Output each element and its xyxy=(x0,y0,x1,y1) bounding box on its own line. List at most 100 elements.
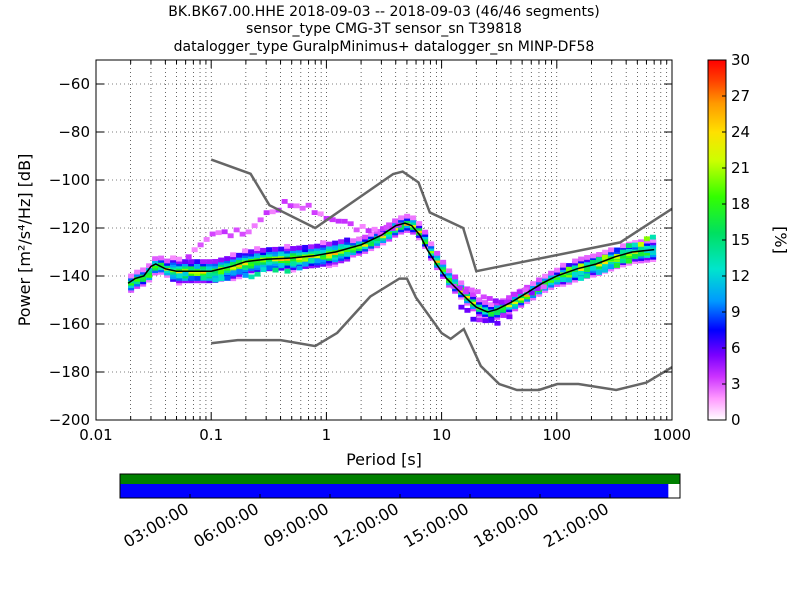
density-cell xyxy=(350,238,357,244)
density-cell xyxy=(176,278,183,284)
density-cell xyxy=(320,242,327,248)
density-cell xyxy=(614,259,621,265)
density-cell xyxy=(272,267,279,273)
density-cell xyxy=(422,229,429,235)
density-cell xyxy=(257,217,264,223)
density-cell xyxy=(548,270,555,276)
density-cell xyxy=(583,266,590,272)
colorbar-tick-label: 6 xyxy=(731,339,741,357)
x-axis-label: Period [s] xyxy=(346,450,422,469)
density-cell xyxy=(619,258,626,264)
time-tick-label: 06:00:00 xyxy=(190,499,262,551)
density-cell xyxy=(410,227,417,233)
time-tick-label: 12:00:00 xyxy=(330,499,402,551)
density-cell xyxy=(536,277,543,283)
density-cell xyxy=(299,205,306,211)
density-cell xyxy=(185,254,192,260)
density-cell xyxy=(338,239,345,245)
density-cell xyxy=(589,265,596,271)
density-cell xyxy=(470,306,477,312)
density-cell xyxy=(176,266,183,272)
density-cell xyxy=(248,274,255,280)
coverage-data-available xyxy=(120,474,680,484)
density-cell xyxy=(224,276,231,281)
density-cell xyxy=(278,258,285,264)
density-cell xyxy=(506,314,513,320)
density-cell xyxy=(584,255,591,260)
mode-curve xyxy=(127,222,655,313)
noise-model-nlnm xyxy=(211,277,672,392)
density-cell xyxy=(464,286,471,292)
density-cell xyxy=(482,318,489,324)
density-cell xyxy=(571,271,578,277)
density-cell xyxy=(590,253,597,259)
density-cell xyxy=(158,255,165,261)
density-cell xyxy=(302,244,309,250)
density-cell xyxy=(506,295,513,301)
colorbar-tick-label: 15 xyxy=(731,231,750,249)
density-cell xyxy=(516,289,523,295)
density-cell xyxy=(416,233,423,238)
density-cell xyxy=(203,237,210,242)
density-cell xyxy=(236,268,243,274)
density-cell xyxy=(608,261,615,267)
density-cell xyxy=(194,259,201,264)
density-cell xyxy=(476,297,483,303)
density-cell xyxy=(422,234,429,240)
density-cell xyxy=(374,238,381,244)
density-cell xyxy=(323,215,330,221)
density-cell xyxy=(296,245,303,251)
density-cell xyxy=(248,268,255,274)
density-cell xyxy=(254,248,261,254)
density-cell xyxy=(140,267,147,273)
density-cell xyxy=(470,292,477,297)
density-cell xyxy=(212,258,219,264)
density-cell xyxy=(464,307,471,313)
density-cell xyxy=(152,256,159,262)
density-cell xyxy=(504,299,511,305)
density-cell xyxy=(428,241,435,247)
density-cell xyxy=(194,271,201,276)
density-cell xyxy=(302,261,309,267)
x-tick-label: 100 xyxy=(542,426,571,444)
density-cell xyxy=(637,251,644,257)
density-cell xyxy=(542,273,549,279)
density-cell xyxy=(293,203,300,209)
density-cell xyxy=(566,263,573,268)
density-cell xyxy=(607,264,614,270)
density-cell xyxy=(572,258,579,264)
density-cell xyxy=(254,263,261,268)
density-cell xyxy=(254,246,261,252)
y-tick-label: −120 xyxy=(49,219,90,237)
density-cell xyxy=(242,265,249,271)
density-cell xyxy=(476,302,483,308)
density-cell xyxy=(338,248,345,254)
density-cell xyxy=(583,273,590,279)
density-cell xyxy=(284,243,291,249)
density-cell xyxy=(272,251,279,257)
density-cell xyxy=(359,224,366,229)
density-cell xyxy=(383,224,390,230)
density-cell xyxy=(128,273,135,279)
density-cell xyxy=(266,252,273,257)
density-cell xyxy=(548,285,555,290)
density-cell xyxy=(269,209,276,215)
density-cell xyxy=(488,302,495,308)
density-cell xyxy=(565,266,572,272)
density-cell xyxy=(272,246,279,252)
density-cell xyxy=(536,291,543,297)
density-cell xyxy=(492,298,499,304)
density-cell xyxy=(589,259,596,265)
density-cell xyxy=(278,246,285,252)
density-cell xyxy=(649,234,656,240)
density-cell xyxy=(230,259,237,265)
density-cell xyxy=(494,312,501,318)
density-cell xyxy=(571,265,578,271)
density-cell xyxy=(440,259,447,265)
density-cell xyxy=(230,252,237,258)
density-cell xyxy=(565,277,572,283)
density-cell xyxy=(446,280,453,286)
density-cell xyxy=(601,267,608,273)
density-cell xyxy=(317,211,324,217)
density-cell xyxy=(362,234,369,240)
